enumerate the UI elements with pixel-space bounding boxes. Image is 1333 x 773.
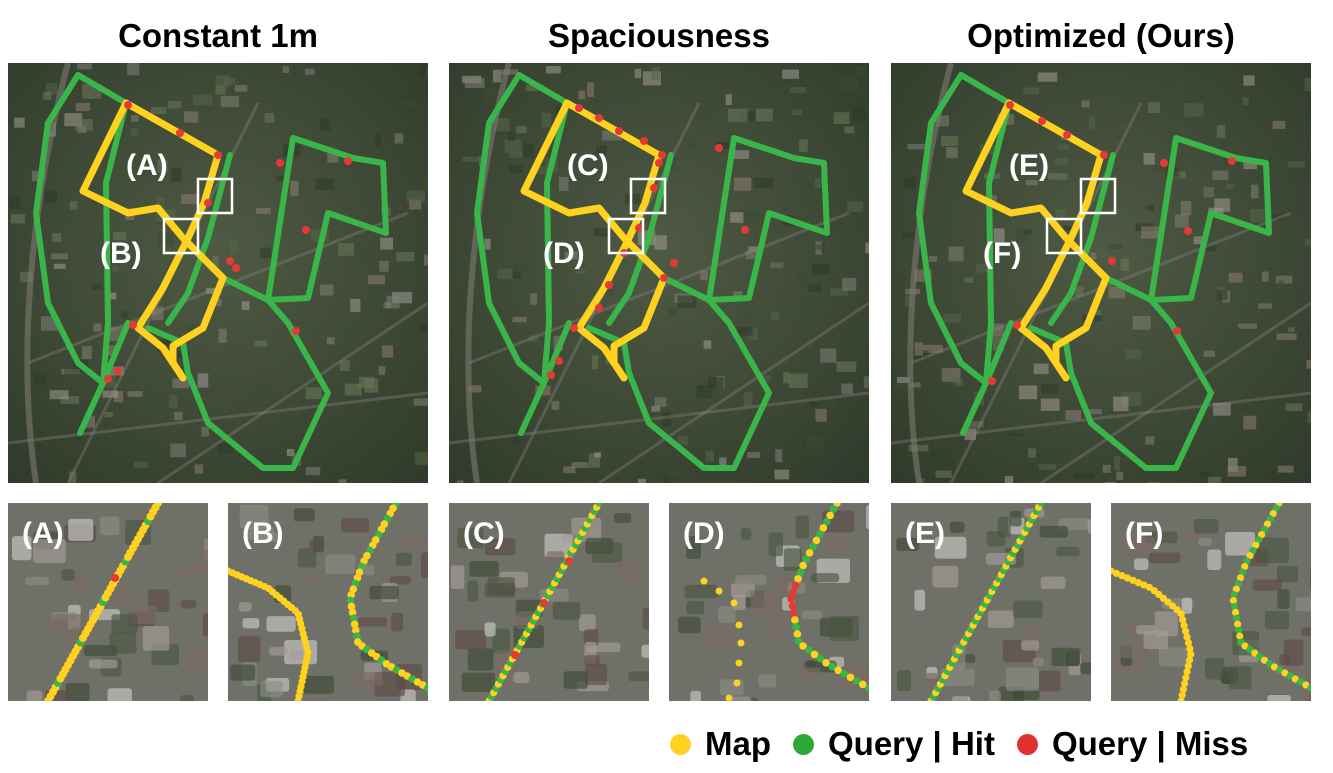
track-points [700, 503, 869, 701]
railway-line [465, 63, 512, 483]
overview-map-constant: (A) (B) [8, 63, 428, 483]
zoom-label: (C) [463, 517, 505, 550]
inset-label: (A) [126, 149, 168, 182]
inset-label: (E) [1009, 149, 1049, 182]
legend-item-query-hit: Query | Hit [793, 725, 995, 763]
map-dot-icon [670, 733, 691, 755]
miss-markers [547, 104, 749, 379]
aerial-texture [450, 513, 649, 701]
zoom-label: (E) [905, 517, 945, 550]
railway-line [24, 63, 71, 483]
route-overlay [916, 72, 1272, 471]
inset-box-c [629, 177, 667, 215]
hit-dot-icon [793, 733, 814, 755]
zoom-label: (F) [1125, 517, 1163, 550]
legend-item-map: Map [670, 725, 771, 763]
inset-label: (F) [983, 237, 1021, 270]
legend-item-query-miss: Query | Miss [1016, 725, 1249, 763]
column-title-spaciousness: Spaciousness [548, 17, 770, 54]
column-title-optimized: Optimized (Ours) [967, 17, 1235, 54]
track-points [485, 503, 603, 701]
miss-markers [104, 101, 352, 383]
miss-dot-icon [1016, 733, 1038, 755]
railway-line [907, 63, 954, 483]
legend-label-query-hit: Query | Hit [828, 725, 995, 762]
inset-box-a [196, 177, 234, 215]
legend-label-map: Map [705, 725, 771, 762]
inset-box-b [162, 217, 200, 255]
aerial-texture [678, 505, 869, 701]
zoom-panel-b: (B) [228, 503, 428, 701]
zoom-panel-d: (D) [669, 503, 869, 701]
inset-label: (D) [543, 237, 585, 270]
miss-markers [988, 101, 1236, 385]
aerial-texture [893, 65, 1311, 483]
track-points [44, 503, 162, 701]
overview-map-spaciousness: (C) (D) [449, 63, 869, 483]
zoom-label: (A) [22, 517, 64, 550]
inset-box-d [607, 217, 645, 255]
zoom-panel-e: (E) [891, 503, 1091, 701]
column-title-constant: Constant 1m [118, 17, 318, 54]
zoom-label: (B) [242, 517, 284, 550]
zoom-label: (D) [683, 517, 725, 550]
overview-map-optimized: (E) (F) [891, 63, 1311, 483]
zoom-panel-c: (C) [449, 503, 649, 701]
route-overlay [33, 72, 389, 471]
inset-label: (B) [100, 237, 142, 270]
inset-box-e [1079, 177, 1117, 215]
legend-label-query-miss: Query | Miss [1051, 725, 1249, 762]
zoom-panel-f: (F) [1111, 503, 1311, 701]
route-overlay [474, 72, 830, 471]
inset-label: (C) [567, 149, 609, 182]
track-points [1111, 503, 1311, 701]
aerial-texture [11, 509, 208, 701]
inset-box-f [1045, 217, 1083, 255]
zoom-panel-a: (A) [8, 503, 208, 701]
track-points [228, 503, 428, 701]
legend: Map Query | Hit Query | Miss [670, 722, 1248, 766]
track-points [927, 503, 1045, 701]
